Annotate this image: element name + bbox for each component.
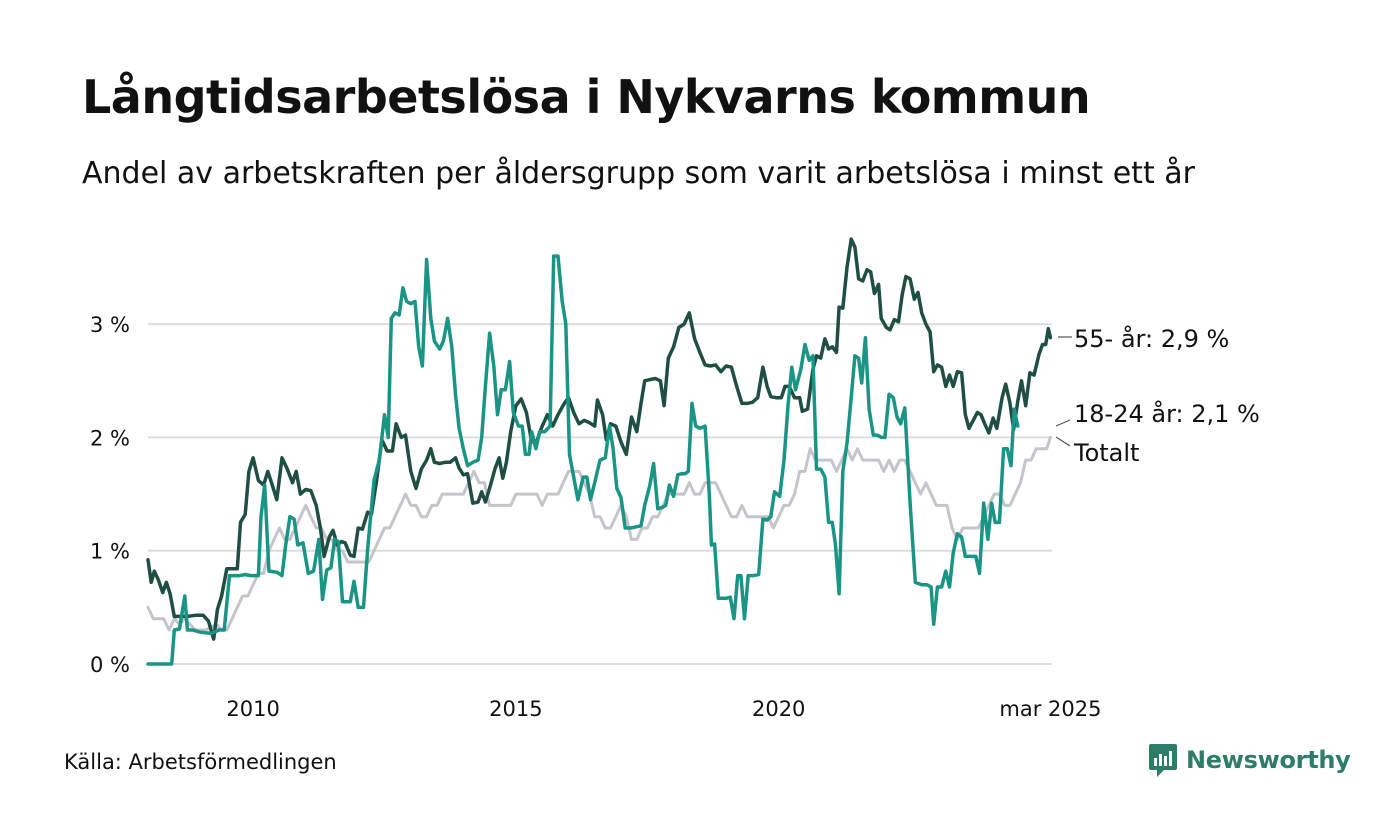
end-label-total: Totalt [1073,439,1139,467]
newsworthy-logo-icon [1149,744,1177,777]
x-tick-label: 2010 [226,697,279,721]
chart-subtitle: Andel av arbetskraften per åldersgrupp s… [82,156,1195,191]
y-tick-label: 2 % [90,426,130,450]
end-label-connector-s18 [1055,419,1071,427]
x-tick-label: 2015 [489,697,542,721]
series-line-s18 [146,254,1020,666]
series-line-s55 [146,237,1053,641]
y-tick-label: 0 % [90,653,130,677]
y-tick-label: 1 % [90,540,130,564]
series-end-labels: Totalt 55- år: 2,9 % 18-24 år: 2,1 % [1055,324,1260,467]
source-note: Källa: Arbetsförmedlingen [64,750,337,774]
y-axis-ticks: 0 % 1 % 2 % 3 % [90,313,130,677]
chart-title: Långtidsarbetslösa i Nykvarns kommun [82,70,1091,124]
y-tick-label: 3 % [90,313,130,337]
end-label-s18: 18-24 år: 2,1 % [1074,399,1260,428]
x-tick-label: 2020 [752,697,805,721]
x-axis-ticks: 2010 2015 2020 mar 2025 [226,697,1101,721]
brand-name: Newsworthy [1186,746,1351,774]
end-label-connector-total [1055,436,1071,447]
series-lines [146,237,1053,666]
x-tick-label: mar 2025 [999,697,1101,721]
newsworthy-logo[interactable]: Newsworthy [1148,742,1351,778]
grid-lines [148,323,1052,665]
end-label-s55: 55- år: 2,9 % [1074,324,1229,353]
